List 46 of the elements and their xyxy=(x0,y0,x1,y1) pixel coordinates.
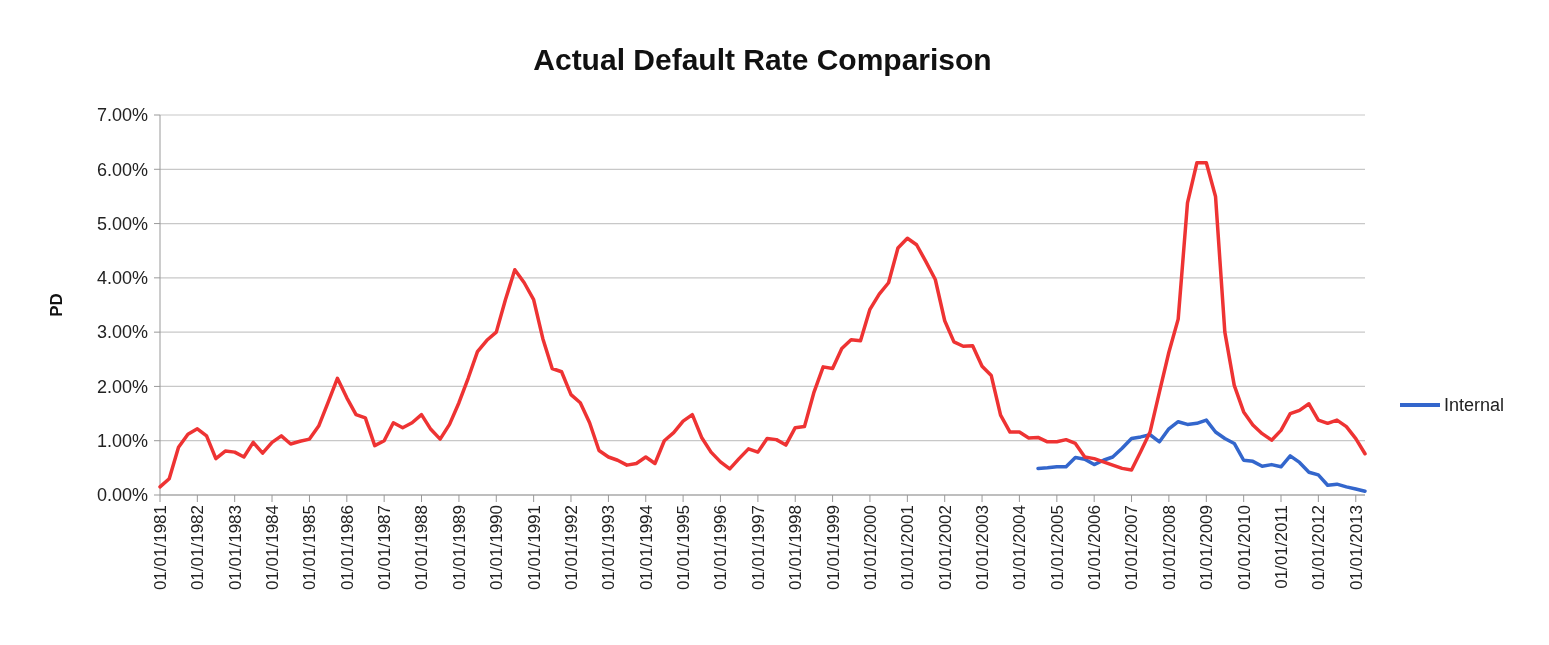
x-tick-label: 01/01/2007 xyxy=(1122,505,1142,591)
x-tick-label: 01/01/2012 xyxy=(1309,505,1329,591)
x-tick-label: 01/01/2003 xyxy=(973,505,993,591)
y-tick-label: 4.00% xyxy=(96,268,148,289)
x-tick-label: 01/01/2005 xyxy=(1047,505,1067,591)
x-tick-label: 01/01/2000 xyxy=(860,505,880,591)
y-tick-label: 0.00% xyxy=(96,485,148,506)
y-tick-label: 6.00% xyxy=(96,159,148,180)
x-tick-label: 01/01/2001 xyxy=(898,505,918,591)
x-tick-label: 01/01/2002 xyxy=(935,505,955,591)
x-tick-label: 01/01/1997 xyxy=(748,505,768,591)
chart-title: Actual Default Rate Comparison xyxy=(533,43,992,76)
x-tick-label: 01/01/2010 xyxy=(1234,505,1254,591)
x-tick-label: 01/01/2006 xyxy=(1085,505,1105,591)
x-tick-label: 01/01/1993 xyxy=(599,505,619,591)
x-tick-label: 01/01/1994 xyxy=(636,505,656,591)
x-tick-label: 01/01/1981 xyxy=(150,505,170,591)
y-tick-label: 5.00% xyxy=(96,213,148,234)
x-tick-label: 01/01/1988 xyxy=(412,505,432,591)
legend-label: Internal xyxy=(1444,395,1505,416)
x-tick-label: 01/01/1985 xyxy=(300,505,320,591)
x-tick-label: 01/01/2013 xyxy=(1346,505,1366,591)
y-tick-label: 2.00% xyxy=(96,376,148,397)
x-tick-label: 01/01/1999 xyxy=(823,505,843,591)
x-tick-label: 01/01/1986 xyxy=(337,505,357,591)
x-tick-label: 01/01/1982 xyxy=(188,505,208,591)
y-tick-label: 1.00% xyxy=(96,431,148,452)
y-tick-label: 7.00% xyxy=(96,105,148,126)
y-axis-title: PD xyxy=(47,293,66,317)
x-tick-label: 01/01/1984 xyxy=(262,505,282,591)
x-tick-label: 01/01/1987 xyxy=(375,505,395,591)
y-tick-label: 3.00% xyxy=(96,322,148,343)
x-tick-label: 01/01/1990 xyxy=(487,505,507,591)
x-tick-label: 01/01/1989 xyxy=(449,505,469,591)
x-tick-label: 01/01/2004 xyxy=(1010,505,1030,591)
x-tick-label: 01/01/1995 xyxy=(674,505,694,591)
x-tick-label: 01/01/2008 xyxy=(1159,505,1179,591)
line-series xyxy=(158,161,1367,489)
x-tick-label: 01/01/1991 xyxy=(524,505,544,591)
x-tick-label: 01/01/1996 xyxy=(711,505,731,591)
x-tick-label: 01/01/1998 xyxy=(786,505,806,591)
line-series xyxy=(1036,418,1367,493)
x-tick-label: 01/01/2009 xyxy=(1197,505,1217,591)
x-tick-label: 01/01/1992 xyxy=(561,505,581,591)
x-tick-label: 01/01/1983 xyxy=(225,505,245,591)
x-tick-label: 01/01/2011 xyxy=(1271,505,1291,589)
